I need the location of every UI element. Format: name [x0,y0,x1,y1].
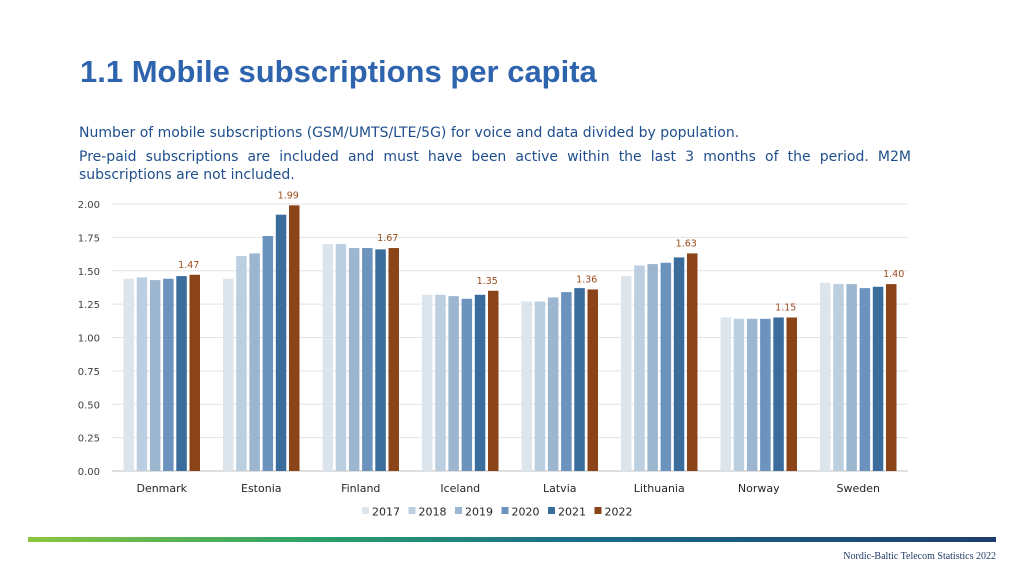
bar-finland-2018 [335,244,347,471]
y-tick-label: 1.50 [78,267,100,278]
legend-label: 2019 [465,506,493,519]
x-category-label: Estonia [241,482,282,495]
bar-lithuania-2018 [634,265,645,471]
x-category-label: Latvia [543,482,577,495]
x-category-label: Finland [341,482,380,495]
y-tick-label: 0.50 [78,400,100,411]
bar-latvia-2021 [574,288,585,471]
y-tick-label: 1.75 [78,233,100,244]
bar-norway-2022 [786,317,797,471]
y-axis-tick-labels: 0.00 0.25 0.50 0.75 1.00 1.25 1.50 1.75 2.00 [78,200,100,478]
bar-lithuania-2020 [660,262,672,471]
bar-iceland-2017 [422,294,433,471]
bar-sweden-2022 [886,284,897,471]
bars [123,205,897,471]
bar-latvia-2020 [561,292,572,471]
bar-denmark-2020 [163,278,174,471]
bar-estonia-2022 [289,205,300,471]
footer-source-text: Nordic-Baltic Telecom Statistics 2022 [843,551,996,562]
bar-iceland-2020 [461,298,473,471]
bar-denmark-2019 [149,280,161,471]
bar-estonia-2021 [275,214,287,471]
data-label: 1.36 [576,274,597,285]
bar-lithuania-2021 [673,257,685,471]
bar-norway-2017 [720,317,731,471]
y-tick-label: 0.00 [78,467,100,478]
bar-sweden-2019 [846,284,857,471]
bar-sweden-2017 [820,282,831,471]
bar-estonia-2019 [249,253,260,471]
bar-latvia-2019 [547,297,559,471]
x-category-label: Iceland [440,482,480,495]
bar-chart: 0.00 0.25 0.50 0.75 1.00 1.25 1.50 1.75 2.00 1.4… [78,190,908,519]
footer-gradient-bar [28,537,996,542]
bar-estonia-2017 [223,278,234,471]
bar-denmark-2021 [176,276,187,471]
bar-denmark-2017 [123,278,134,471]
bar-estonia-2018 [236,256,247,471]
legend-label: 2022 [605,506,633,519]
bar-norway-2020 [760,318,771,471]
bar-lithuania-2022 [687,253,698,471]
data-label: 1.35 [477,276,498,287]
chart-description-line-1: Number of mobile subscriptions (GSM/UMTS… [79,125,740,141]
chart-description-line-2: Pre-paid subscriptions are included and … [79,149,911,183]
y-tick-label: 0.25 [78,434,100,445]
bar-finland-2022 [388,248,399,471]
bar-norway-2019 [746,318,758,471]
data-label: 1.67 [377,233,398,244]
legend-swatch [594,507,602,514]
data-labels: 1.47 1.99 1.67 1.35 1.36 1.63 1.15 1.40 [178,190,904,313]
x-axis-category-labels: Denmark Estonia Finland Iceland Latvia Lithua… [136,482,880,495]
legend-swatch [548,507,555,514]
data-label: 1.40 [883,269,904,280]
bar-sweden-2018 [833,284,844,471]
y-tick-label: 1.25 [78,300,100,311]
bar-iceland-2019 [448,296,459,471]
legend: 2017 2018 2019 2020 2021 2022 [362,506,633,519]
data-label: 1.47 [178,260,199,271]
legend-swatch [501,507,509,514]
bar-lithuania-2019 [647,264,658,471]
bar-denmark-2022 [189,274,200,471]
x-category-label: Norway [738,482,780,495]
bar-latvia-2017 [521,301,532,471]
page-title: 1.1 Mobile subscriptions per capita [80,54,597,89]
legend-swatch [362,507,369,514]
bar-finland-2019 [348,248,360,471]
bar-estonia-2020 [262,236,274,471]
bar-latvia-2018 [534,301,546,471]
bar-denmark-2018 [136,277,148,471]
bar-finland-2020 [362,248,373,471]
bar-sweden-2020 [859,288,871,471]
bar-sweden-2021 [872,286,884,471]
bar-latvia-2022 [587,289,598,471]
bar-finland-2017 [322,244,333,471]
bar-finland-2021 [375,249,386,471]
x-category-label: Sweden [837,482,880,495]
legend-label: 2020 [512,506,540,519]
y-tick-label: 0.75 [78,367,100,378]
y-tick-label: 2.00 [78,200,100,211]
bar-iceland-2021 [474,294,486,471]
legend-swatch [408,507,416,514]
bar-norway-2018 [733,318,745,471]
legend-label: 2018 [419,506,447,519]
legend-label: 2021 [558,506,586,519]
bar-iceland-2022 [488,290,499,471]
data-label: 1.63 [676,238,697,249]
y-tick-label: 1.00 [78,334,100,345]
x-category-label: Denmark [136,482,187,495]
legend-swatch [455,507,462,514]
x-category-label: Lithuania [634,482,685,495]
bar-norway-2021 [773,317,784,471]
bar-iceland-2018 [435,294,446,471]
data-label: 1.15 [775,302,796,313]
data-label: 1.99 [278,190,299,201]
legend-label: 2017 [372,506,400,519]
bar-lithuania-2017 [621,276,632,471]
